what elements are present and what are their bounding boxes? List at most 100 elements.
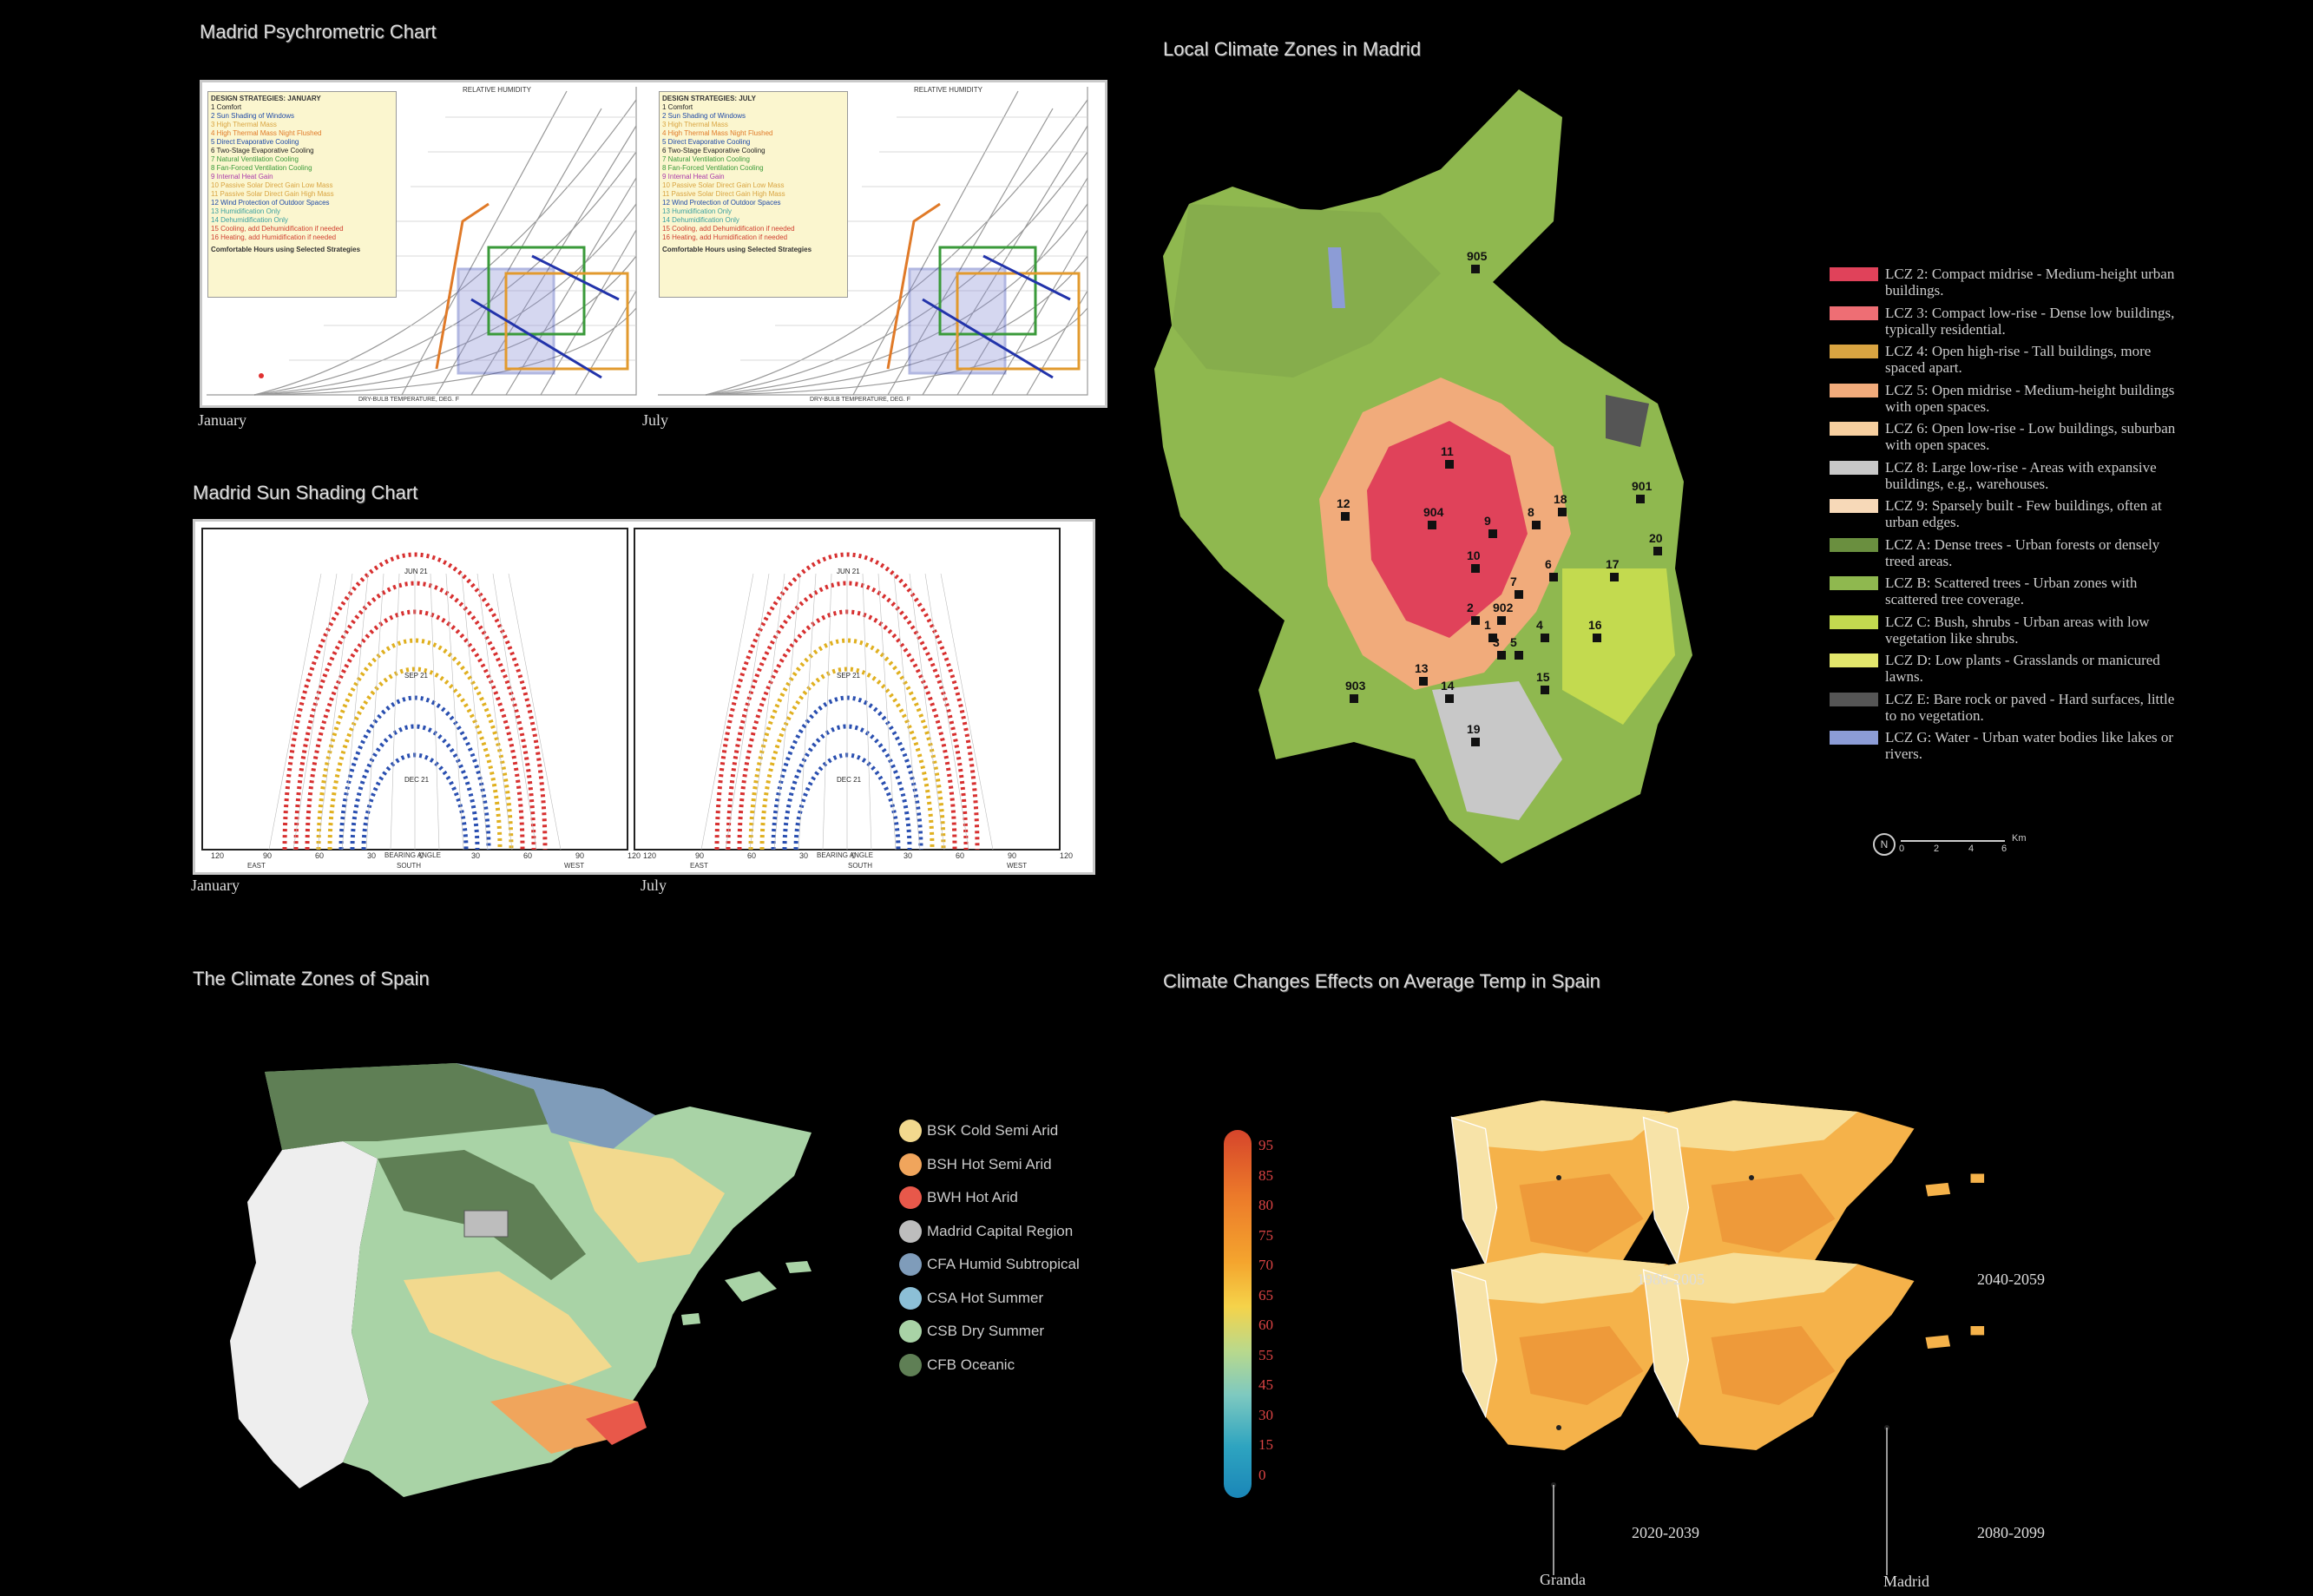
station-marker — [1653, 547, 1662, 555]
legend-swatch — [1830, 614, 1878, 629]
lcz-legend-item: LCZ E: Bare rock or paved - Hard surface… — [1830, 691, 2180, 724]
lcz-legend-item: LCZ 9: Sparsely built - Few buildings, o… — [1830, 497, 2180, 530]
zone-swatch — [899, 1320, 922, 1343]
bearing-tick: 120 — [211, 851, 224, 860]
legend-swatch — [1830, 537, 1878, 552]
lcz-bare-ne — [1606, 395, 1649, 447]
station-marker — [1541, 686, 1549, 694]
zone-label: Madrid Capital Region — [927, 1222, 1074, 1239]
lcz-compact-core — [1367, 421, 1528, 638]
sun-date-marker: JUN 21 — [837, 568, 860, 575]
hour-line — [461, 573, 489, 851]
strategy-item: 15 Cooling, add Dehumidification if need… — [662, 225, 795, 233]
bearing-tick: 60 — [523, 851, 532, 860]
zone-label: BSK Cold Semi Arid — [927, 1122, 1059, 1139]
lcz-legend-item: LCZ D: Low plants - Grasslands or manicu… — [1830, 652, 2180, 685]
station-label: 8 — [1528, 505, 1534, 519]
station-label: 904 — [1423, 505, 1444, 519]
sun-dir-east-right: EAST — [690, 862, 708, 870]
period-label-2020-2039: 2020-2039 — [1632, 1524, 1699, 1541]
psychrometric-title: Madrid Psychrometric Chart — [200, 21, 437, 43]
zone-swatch — [899, 1120, 922, 1142]
scale-tick-6: 6 — [2001, 844, 2007, 854]
station-marker — [1428, 521, 1436, 529]
sun-caption-january: January — [191, 877, 240, 894]
psychrometric-graphic — [207, 87, 1088, 396]
psychro-chart-january — [207, 87, 637, 396]
hour-line — [893, 573, 921, 851]
legend-label: LCZ 4: Open high-rise - Tall buildings, … — [1885, 343, 2152, 376]
zone-cfb-oceanic — [265, 1063, 551, 1150]
strategy-item: 3 High Thermal Mass — [211, 121, 277, 128]
station-label: 901 — [1632, 479, 1653, 493]
zone-label: BSH Hot Semi Arid — [927, 1155, 1052, 1172]
lcz-legend-item: LCZ 6: Open low-rise - Low buildings, su… — [1830, 420, 2180, 453]
lcz-legend-item: LCZ 3: Compact low-rise - Dense low buil… — [1830, 305, 2180, 338]
bearing-tick: 60 — [315, 851, 324, 860]
lcz-legend-item: LCZ 2: Compact midrise - Medium-height u… — [1830, 266, 2180, 299]
zone-label: CFB Oceanic — [927, 1356, 1015, 1373]
colorbar-tick: 60 — [1258, 1317, 1273, 1333]
station-label: 12 — [1337, 496, 1350, 510]
strategy-item: 1 Comfort — [662, 103, 693, 111]
station-marker — [1497, 651, 1506, 660]
sun-dir-south-right: SOUTH — [848, 862, 872, 870]
sun-path-january: 120 90 60 30 0 30 60 90 120 JUN 21 SEP 21 DEC 21 — [211, 552, 641, 860]
colorbar-tick: 80 — [1258, 1197, 1273, 1213]
strategy-box-title: DESIGN STRATEGIES: JANUARY — [211, 95, 321, 102]
strategy-item: 6 Two-Stage Evaporative Cooling — [662, 147, 766, 154]
legend-label: LCZ G: Water - Urban water bodies like l… — [1885, 729, 2174, 762]
colorbar-tick: 55 — [1258, 1346, 1273, 1363]
sun-dir-west-right: WEST — [1007, 862, 1028, 870]
strategy-item: 16 Heating, add Humidification if needed — [662, 233, 788, 241]
colorbar-tick: 65 — [1258, 1286, 1273, 1304]
north-arrow-icon: N — [1873, 833, 1896, 856]
scale-tick-2: 2 — [1934, 844, 1940, 854]
strategy-item: 12 Wind Protection of Outdoor Spaces — [211, 199, 330, 207]
strategy-box-title: DESIGN STRATEGIES: JULY — [662, 95, 757, 102]
sun-date-marker: SEP 21 — [837, 672, 861, 680]
sun-dir-west-left: WEST — [564, 862, 585, 870]
station-marker — [1419, 677, 1428, 686]
madrid-marker — [1556, 1175, 1561, 1180]
legend-swatch — [1830, 692, 1878, 706]
station-marker — [1350, 694, 1358, 703]
station-label: 17 — [1606, 557, 1620, 571]
station-marker — [1593, 634, 1601, 642]
strategy-item: 5 Direct Evaporative Cooling — [211, 138, 299, 146]
bearing-tick: 90 — [1008, 851, 1016, 860]
bearing-tick: 120 — [628, 851, 641, 860]
strategy-item: 11 Passive Solar Direct Gain High Mass — [211, 190, 334, 198]
strategy-item: 14 Dehumidification Only — [662, 216, 739, 224]
strategy-item: 5 Direct Evaporative Cooling — [662, 138, 751, 146]
strategy-item: 2 Sun Shading of Windows — [662, 112, 746, 120]
station-label: 13 — [1415, 661, 1429, 675]
scale-unit: Km — [2012, 833, 2027, 844]
temp-maps — [1450, 1100, 1985, 1575]
zone-legend-item: CSB Dry Summer — [899, 1320, 1044, 1343]
bearing-tick: 30 — [904, 851, 912, 860]
legend-swatch — [1830, 460, 1878, 475]
lcz-legend-item: LCZ A: Dense trees - Urban forests or de… — [1830, 536, 2180, 569]
station-label: 9 — [1484, 514, 1491, 528]
zone-bsh-south — [490, 1384, 638, 1454]
station-label: 10 — [1467, 548, 1481, 562]
zone-swatch — [899, 1286, 922, 1310]
zone-madrid-region — [463, 1210, 509, 1238]
hour-line — [822, 573, 832, 851]
zone-legend-item: BSH Hot Semi Arid — [899, 1153, 1052, 1176]
station-marker — [1558, 508, 1567, 516]
station-marker — [1488, 529, 1497, 538]
sun-shading-title: Madrid Sun Shading Chart — [193, 482, 418, 503]
strategy-item: 10 Passive Solar Direct Gain Low Mass — [662, 181, 785, 189]
sun-x-label-left: BEARING ANGLE — [384, 851, 441, 859]
zone-legend-item: Madrid Capital Region — [899, 1219, 1074, 1243]
lcz-water-north — [1328, 247, 1345, 308]
zone-bsk-central — [404, 1271, 612, 1384]
strategy-box-july: DESIGN STRATEGIES: JULY 1 Comfort 2 Sun S… — [659, 91, 848, 298]
portugal-outline — [230, 1141, 378, 1488]
bearing-tick: 30 — [367, 851, 376, 860]
psychro-x-axis-left: DRY-BULB TEMPERATURE, DEG. F — [358, 397, 460, 403]
station-marker — [1445, 460, 1454, 469]
strategy-item: 7 Natural Ventilation Cooling — [662, 155, 750, 163]
